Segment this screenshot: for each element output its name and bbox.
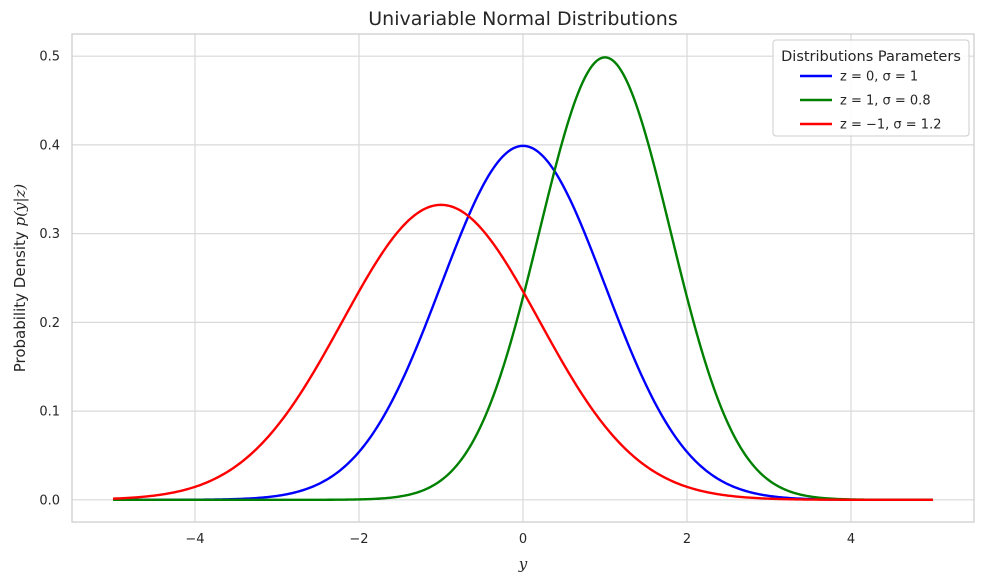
x-axis-label: y: [518, 555, 528, 573]
x-tick-label: −4: [185, 532, 204, 547]
y-tick-label: 0.0: [39, 493, 60, 508]
y-tick-labels: 0.0 0.1 0.2 0.3 0.4 0.5: [39, 50, 60, 509]
y-tick-label: 0.4: [39, 138, 60, 153]
legend-title: Distributions Parameters: [781, 49, 961, 65]
plot-frame: [71, 33, 975, 523]
y-tick-label: 0.1: [39, 405, 60, 420]
x-tick-label: 4: [847, 532, 855, 547]
y-tick-label: 0.5: [39, 50, 60, 65]
legend: Distributions Parameters z = 0, σ = 1z =…: [772, 39, 970, 137]
legend-label: z = 0, σ = 1: [840, 70, 918, 85]
y-tick-label: 0.2: [39, 316, 60, 331]
series-line: [112, 203, 933, 502]
series-lines: [112, 56, 933, 502]
legend-label: z = −1, σ = 1.2: [840, 118, 941, 133]
x-tick-label: 2: [683, 532, 691, 547]
legend-box: [772, 39, 970, 137]
x-tick-label: −2: [349, 532, 368, 547]
chart-title: Univariable Normal Distributions: [368, 8, 677, 30]
series-line: [113, 56, 933, 502]
y-axis-label-text: Probability Density: [11, 226, 29, 372]
x-tick-label: 0: [519, 532, 527, 547]
y-tick-label: 0.3: [39, 227, 60, 242]
x-tick-labels: −4 −2 0 2 4: [185, 532, 855, 547]
y-axis-label: Probability Density p(y|z): [11, 184, 29, 373]
y-axis-label-math: p(y|z): [11, 184, 29, 227]
legend-label: z = 1, σ = 0.8: [840, 94, 931, 109]
legend-items: z = 0, σ = 1 z = 1, σ = 0.8 z = −1, σ = 1.…: [800, 70, 941, 133]
